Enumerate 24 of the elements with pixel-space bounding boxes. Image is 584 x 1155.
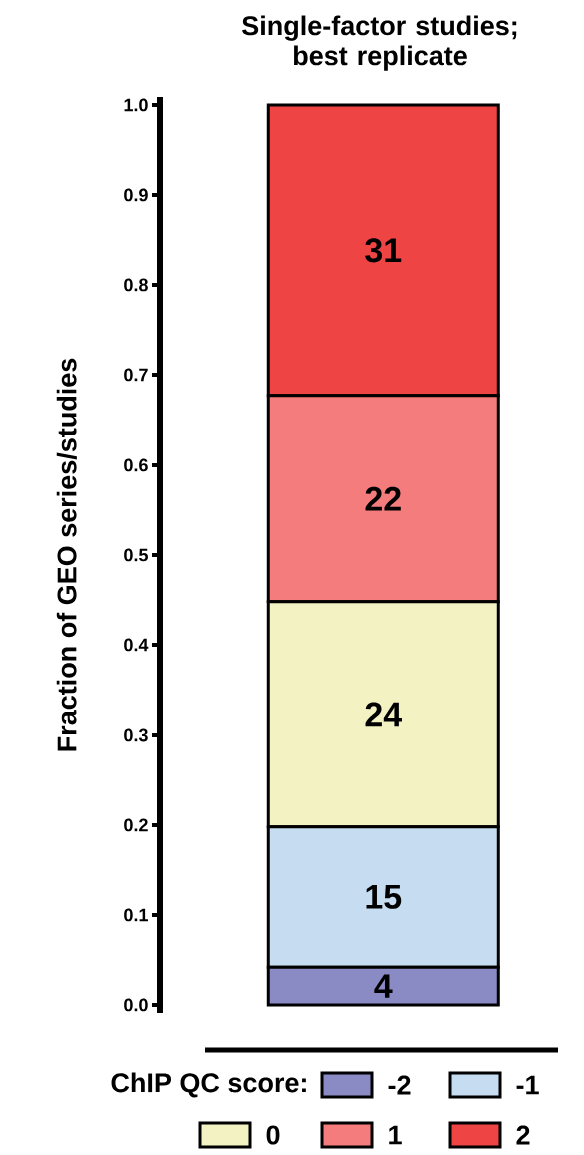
annotation: 4 [374,974,393,998]
annotation: 31 [365,238,402,263]
legend-title: ChIP QC score: [111,1072,306,1098]
y-tick-label: 0.2 [124,818,148,832]
y-tick-label: 0.6 [124,458,148,472]
y-tick-label: 0.0 [124,998,148,1012]
y-tick-label: 0.1 [124,908,148,922]
y-tick-label: 0.5 [124,548,148,562]
y-tick-label: 0.7 [124,368,148,382]
legend-label: 0 [266,1125,280,1145]
legend-label: -1 [516,1075,539,1095]
annotation: 24 [365,702,402,727]
y-tick-label: 0.3 [124,728,148,742]
legend-label: -2 [388,1075,411,1095]
annotation: 15 [366,885,402,909]
y-tick-label: 0.8 [124,278,148,292]
y-tick-label: 0.4 [124,638,149,652]
y-tick-label: 0.9 [124,188,148,202]
legend-label: 2 [516,1125,530,1145]
y-axis-title: Fraction of GEO series/studies [56,358,77,751]
annotation: 22 [365,486,401,511]
y-tick-label: 1.0 [124,98,148,112]
legend-label: 1 [389,1125,402,1145]
chart-title: Single-factor studies; best replicate [242,15,517,71]
